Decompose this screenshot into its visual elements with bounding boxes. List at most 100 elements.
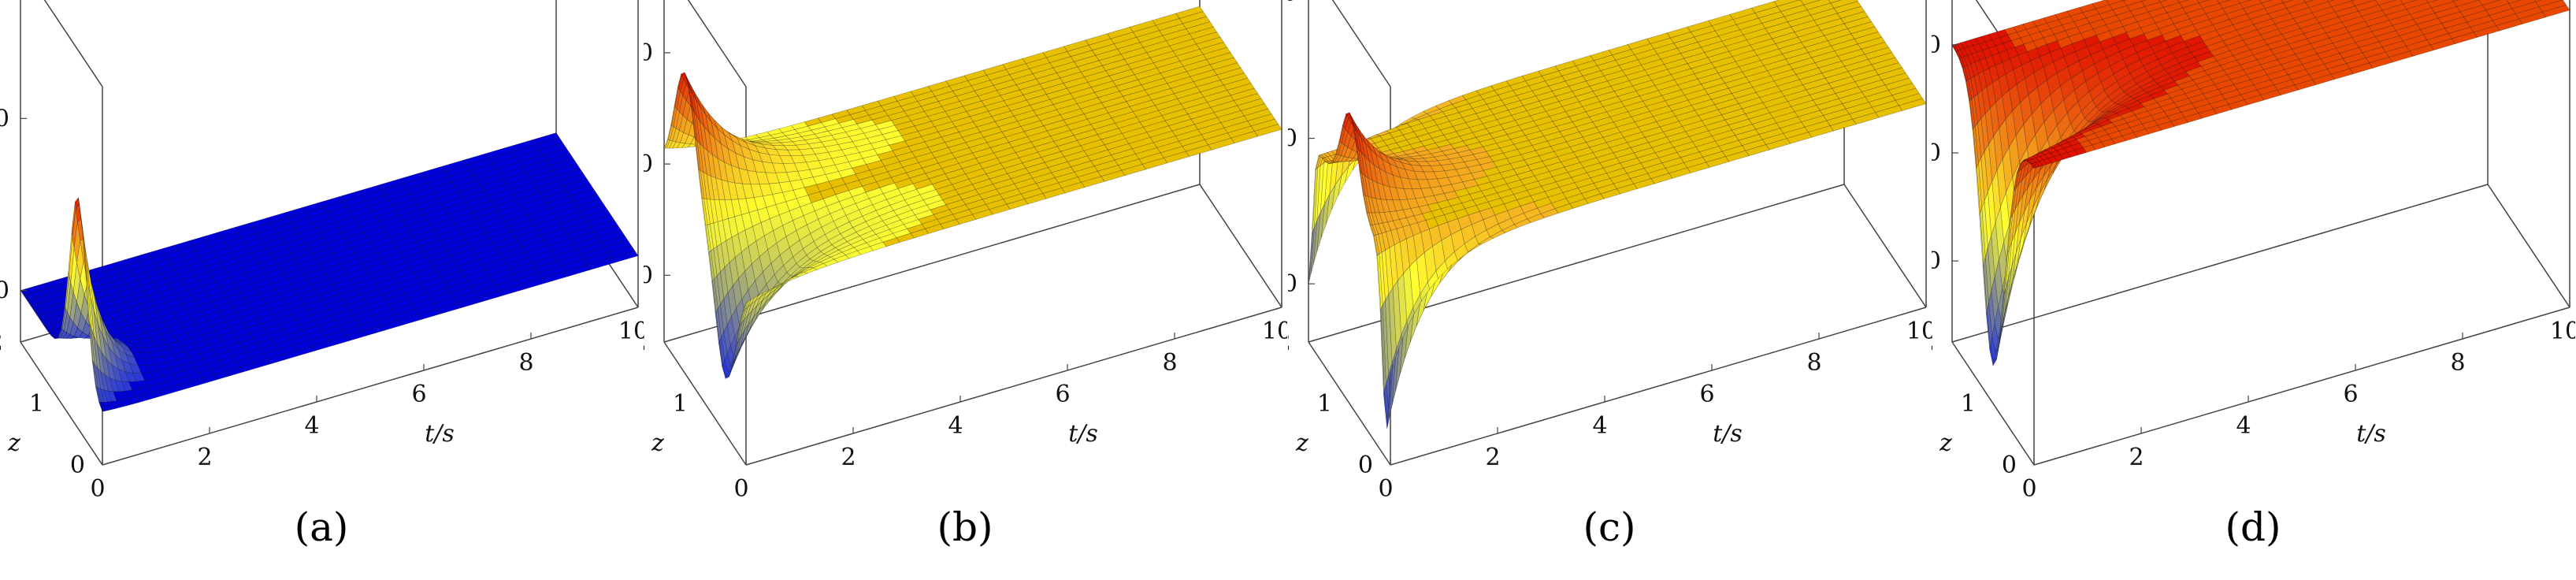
axis-ticks: 0 2 4 6 8 10 0 1 2 −50 0 50 bbox=[1288, 0, 1932, 503]
surface-cell bbox=[474, 247, 500, 261]
surface-cell bbox=[1827, 33, 1855, 46]
x-tick-label: 6 bbox=[1055, 381, 1070, 408]
surface-cell bbox=[989, 173, 1011, 185]
surface-cell bbox=[1388, 287, 1397, 363]
surface-cell bbox=[499, 166, 527, 180]
surface-cell bbox=[985, 168, 1008, 180]
surface-cell bbox=[102, 299, 116, 309]
surface-cell bbox=[2170, 117, 2188, 127]
surface-cell bbox=[1183, 102, 1212, 115]
surface-cell bbox=[1552, 116, 1573, 127]
surface-cell bbox=[1554, 91, 1576, 102]
surface-cell bbox=[2389, 50, 2414, 63]
surface-cell bbox=[201, 374, 218, 384]
surface-cell bbox=[2233, 50, 2254, 61]
surface-cell bbox=[1809, 87, 1836, 101]
surface-cell bbox=[1190, 69, 1218, 83]
surface-cell bbox=[372, 205, 397, 217]
z-tick-label: 0 bbox=[0, 277, 9, 305]
surface-cell bbox=[2348, 26, 2373, 38]
surface-cell bbox=[426, 287, 451, 299]
surface-cell bbox=[251, 303, 270, 314]
z-tick-label: 10 bbox=[0, 105, 9, 132]
surface-cell bbox=[2287, 69, 2310, 80]
surface-cell bbox=[1182, 16, 1211, 29]
surface-cell bbox=[1091, 43, 1119, 56]
surface-cell bbox=[100, 370, 109, 392]
surface-cell bbox=[1223, 121, 1252, 134]
chart-panel-d: 0246810012−40−200t/sze₄(t, z)(d) bbox=[1932, 0, 2575, 580]
surface-cell bbox=[2059, 142, 2072, 149]
surface-cell bbox=[2141, 120, 2158, 129]
surface-cell bbox=[1627, 38, 1651, 50]
surface-cell bbox=[1523, 207, 1542, 220]
surface-cell bbox=[1603, 70, 1627, 82]
surface-cell bbox=[2342, 52, 2366, 65]
surface-cell bbox=[1208, 137, 1235, 151]
surface-cell bbox=[1643, 162, 1666, 174]
surface-cell bbox=[95, 386, 100, 403]
surface-cell bbox=[2056, 140, 2069, 146]
surface-cell bbox=[865, 187, 884, 199]
surface-cell bbox=[2399, 29, 2425, 42]
y-tick-label: 1 bbox=[673, 390, 688, 418]
surface-cell bbox=[1179, 54, 1208, 67]
surface-cell bbox=[1465, 118, 1483, 128]
surface-cell bbox=[1060, 71, 1086, 84]
surface-cell bbox=[509, 182, 537, 195]
surface-cell bbox=[209, 340, 226, 351]
surface-cell bbox=[471, 243, 497, 255]
surface-cell bbox=[1963, 54, 1972, 66]
surface-cell bbox=[540, 228, 568, 241]
surface-cell bbox=[101, 281, 116, 291]
surface-cell bbox=[2091, 111, 2107, 123]
surface-cell bbox=[849, 110, 870, 120]
x-tick-label: 0 bbox=[1378, 475, 1393, 503]
surface-cell bbox=[150, 389, 165, 399]
surface-cell bbox=[30, 305, 35, 311]
surface-cell bbox=[967, 75, 991, 87]
surface-cell bbox=[1175, 6, 1204, 19]
surface-cell bbox=[1798, 72, 1826, 85]
surface-cell bbox=[690, 89, 697, 117]
surface-cell bbox=[305, 206, 328, 218]
surface-cell bbox=[2168, 41, 2188, 54]
axis-box-edge bbox=[1308, 341, 1391, 466]
surface-cell bbox=[1130, 62, 1158, 76]
surface-cell bbox=[343, 195, 366, 207]
surface-cell bbox=[379, 215, 403, 227]
surface-cell bbox=[368, 268, 392, 280]
surface-cell bbox=[955, 121, 978, 133]
surface-cell bbox=[583, 209, 611, 222]
surface-cell bbox=[2246, 8, 2269, 20]
surface-cell bbox=[971, 209, 993, 220]
surface-cell bbox=[2023, 158, 2031, 162]
surface-cell bbox=[948, 80, 972, 92]
surface-cell bbox=[732, 344, 737, 365]
surface-cell bbox=[215, 277, 235, 288]
surface-cell bbox=[47, 299, 58, 307]
surface-cell bbox=[173, 240, 193, 251]
surface-plot-b: 024681012−50050t/sze₂(t, z) bbox=[644, 0, 1287, 503]
surface-cell bbox=[1144, 83, 1171, 96]
surface-cell bbox=[1653, 110, 1676, 122]
surface-cell bbox=[914, 121, 935, 132]
surface-cell bbox=[308, 335, 329, 346]
surface-cell bbox=[2485, 3, 2513, 16]
surface-cell bbox=[1182, 59, 1211, 72]
x-axis-label: t/s bbox=[2356, 420, 2386, 448]
y-tick-label: 2 bbox=[0, 329, 3, 356]
surface-cell bbox=[186, 329, 203, 339]
surface-cell bbox=[282, 324, 303, 336]
x-tick-label: 10 bbox=[2550, 318, 2575, 345]
surface-cell bbox=[932, 178, 952, 190]
surface-cell bbox=[726, 370, 732, 377]
surface-cell bbox=[1399, 199, 1412, 210]
surface-cell bbox=[542, 147, 570, 161]
surface-cell bbox=[1090, 154, 1115, 167]
surface-cell bbox=[111, 400, 121, 409]
axis-box-edge bbox=[1843, 184, 1927, 308]
surface-cell bbox=[1253, 124, 1282, 137]
surface-cell bbox=[1117, 42, 1144, 55]
surface-cell bbox=[2533, 0, 2543, 2]
